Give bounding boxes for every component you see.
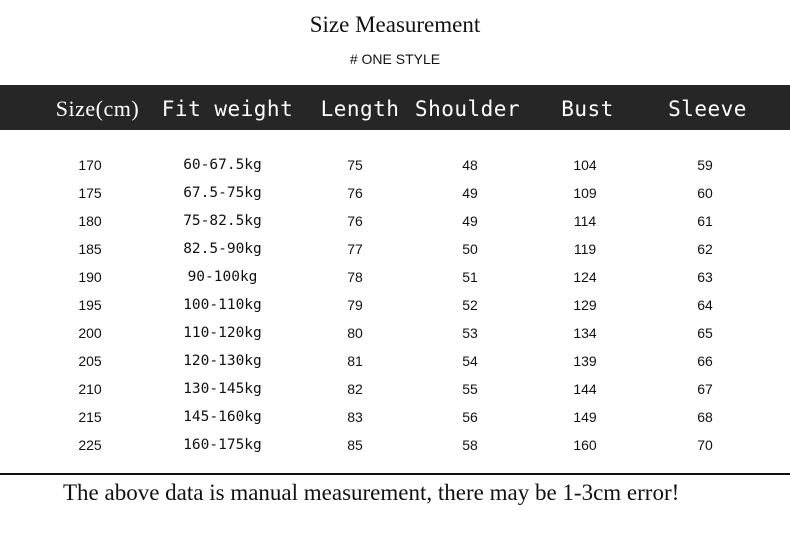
cell-bust: 139	[573, 353, 597, 369]
table-row: 215 145-160kg 83 56 149 68	[0, 404, 790, 432]
cell-length: 78	[347, 269, 363, 285]
cell-size: 200	[78, 325, 102, 341]
cell-size: 175	[78, 185, 102, 201]
cell-bust: 160	[573, 437, 597, 453]
cell-sleeve: 64	[697, 297, 713, 313]
size-table-body: 170 60-67.5kg 75 48 104 59 175 67.5-75kg 76 49 109…	[0, 152, 790, 460]
cell-fit-weight: 60-67.5kg	[183, 157, 262, 173]
cell-length: 83	[347, 409, 363, 425]
cell-bust: 104	[573, 157, 597, 173]
cell-sleeve: 59	[697, 157, 713, 173]
cell-size: 205	[78, 353, 102, 369]
cell-length: 76	[347, 185, 363, 201]
table-row: 195 100-110kg 79 52 129 64	[0, 292, 790, 320]
table-row: 210 130-145kg 82 55 144 67	[0, 376, 790, 404]
cell-shoulder: 50	[462, 241, 478, 257]
table-row: 185 82.5-90kg 77 50 119 62	[0, 236, 790, 264]
cell-sleeve: 68	[697, 409, 713, 425]
cell-fit-weight: 145-160kg	[183, 409, 262, 425]
table-header: Size(cm) Fit weight Length Shoulder Bust…	[0, 85, 790, 130]
table-row: 170 60-67.5kg 75 48 104 59	[0, 152, 790, 180]
cell-bust: 144	[573, 381, 597, 397]
cell-sleeve: 67	[697, 381, 713, 397]
column-header-sleeve: Sleeve	[668, 97, 747, 121]
cell-size: 215	[78, 409, 102, 425]
cell-shoulder: 54	[462, 353, 478, 369]
cell-sleeve: 65	[697, 325, 713, 341]
cell-fit-weight: 67.5-75kg	[183, 185, 262, 201]
cell-fit-weight: 110-120kg	[183, 325, 262, 341]
cell-fit-weight: 90-100kg	[187, 269, 258, 285]
cell-size: 170	[78, 157, 102, 173]
table-row: 205 120-130kg 81 54 139 66	[0, 348, 790, 376]
column-header-length: Length	[320, 97, 400, 121]
cell-bust: 124	[573, 269, 597, 285]
cell-bust: 129	[573, 297, 597, 313]
cell-bust: 119	[573, 241, 597, 257]
table-row: 200 110-120kg 80 53 134 65	[0, 320, 790, 348]
table-row: 225 160-175kg 85 58 160 70	[0, 432, 790, 460]
cell-length: 77	[347, 241, 363, 257]
column-header-bust: Bust	[561, 97, 614, 121]
cell-fit-weight: 75-82.5kg	[183, 213, 262, 229]
cell-size: 190	[78, 269, 102, 285]
cell-fit-weight: 130-145kg	[183, 381, 262, 397]
cell-size: 195	[78, 297, 102, 313]
cell-bust: 114	[573, 213, 597, 229]
cell-shoulder: 49	[462, 185, 478, 201]
table-row: 190 90-100kg 78 51 124 63	[0, 264, 790, 292]
cell-shoulder: 49	[462, 213, 478, 229]
cell-length: 82	[347, 381, 363, 397]
cell-sleeve: 63	[697, 269, 713, 285]
measurement-note: The above data is manual measurement, th…	[63, 480, 680, 505]
cell-shoulder: 52	[462, 297, 478, 313]
cell-shoulder: 53	[462, 325, 478, 341]
cell-length: 76	[347, 213, 363, 229]
page-title: Size Measurement	[309, 12, 481, 37]
cell-size: 225	[78, 437, 102, 453]
cell-bust: 134	[573, 325, 597, 341]
cell-length: 75	[347, 157, 363, 173]
cell-fit-weight: 82.5-90kg	[183, 241, 262, 257]
cell-length: 85	[347, 437, 363, 453]
divider	[0, 473, 790, 475]
cell-shoulder: 58	[462, 437, 478, 453]
cell-fit-weight: 100-110kg	[183, 297, 262, 313]
cell-sleeve: 60	[697, 185, 713, 201]
column-header-fit-weight: Fit weight	[161, 97, 294, 121]
column-header-shoulder: Shoulder	[414, 97, 521, 121]
table-row: 180 75-82.5kg 76 49 114 61	[0, 208, 790, 236]
style-subtitle: # ONE STYLE	[349, 51, 441, 67]
cell-sleeve: 62	[697, 241, 713, 257]
cell-length: 79	[347, 297, 363, 313]
cell-size: 185	[78, 241, 102, 257]
cell-shoulder: 55	[462, 381, 478, 397]
cell-length: 80	[347, 325, 363, 341]
cell-bust: 109	[573, 185, 597, 201]
cell-size: 210	[78, 381, 102, 397]
cell-shoulder: 48	[462, 157, 478, 173]
cell-fit-weight: 160-175kg	[183, 437, 262, 453]
cell-shoulder: 51	[462, 269, 478, 285]
cell-sleeve: 70	[697, 437, 713, 453]
cell-length: 81	[347, 353, 363, 369]
cell-size: 180	[78, 213, 102, 229]
cell-bust: 149	[573, 409, 597, 425]
table-row: 175 67.5-75kg 76 49 109 60	[0, 180, 790, 208]
cell-fit-weight: 120-130kg	[183, 353, 262, 369]
cell-sleeve: 61	[697, 213, 713, 229]
column-header-size: Size(cm)	[55, 96, 140, 121]
cell-sleeve: 66	[697, 353, 713, 369]
cell-shoulder: 56	[462, 409, 478, 425]
